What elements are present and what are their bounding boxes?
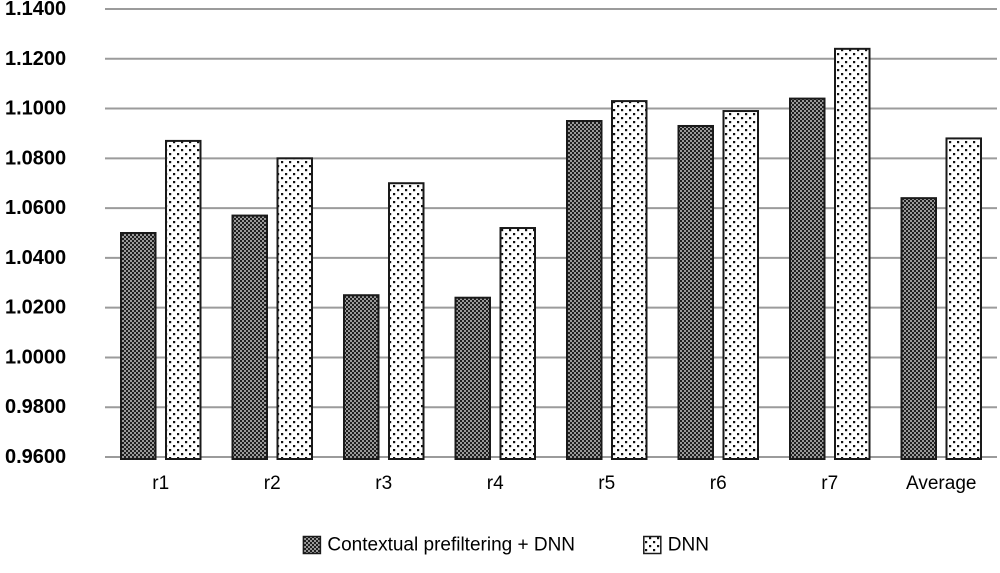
x-axis-category-label: r2 xyxy=(264,473,281,494)
x-axis-category-label: r3 xyxy=(375,473,392,494)
bar-dnn-r6 xyxy=(722,110,759,461)
bar-dnn-r1 xyxy=(165,139,202,461)
x-axis-category-label: r5 xyxy=(598,473,615,494)
bar-dnn-average xyxy=(945,137,982,461)
y-axis-tick-label: 1.0400 xyxy=(5,247,66,269)
bar-dnn-r3 xyxy=(388,182,425,460)
legend-swatch-dnn xyxy=(643,535,662,555)
bar-contextual-prefiltering-dnn-r7 xyxy=(789,97,826,460)
y-axis-tick-label: 1.1200 xyxy=(5,48,66,70)
bar-contextual-prefiltering-dnn-r3 xyxy=(343,294,380,460)
y-axis-tick-label: 1.1400 xyxy=(5,0,66,20)
bar-contextual-prefiltering-dnn-r1 xyxy=(120,232,157,460)
y-axis-tick-label: 1.0600 xyxy=(5,197,66,219)
y-axis-tick-label: 0.9600 xyxy=(5,446,66,468)
x-axis-category-label: Average xyxy=(906,473,976,494)
bar-contextual-prefiltering-dnn-r2 xyxy=(231,214,268,460)
y-axis-tick-label: 1.1000 xyxy=(5,98,66,120)
x-axis-category-label: r6 xyxy=(710,473,727,494)
legend-label: Contextual prefiltering + DNN xyxy=(327,535,575,556)
y-axis-tick-label: 1.0200 xyxy=(5,297,66,319)
bar-contextual-prefiltering-dnn-average xyxy=(900,197,937,460)
bar-dnn-r7 xyxy=(834,47,871,460)
x-axis-category-label: r7 xyxy=(821,473,838,494)
bar-contextual-prefiltering-dnn-r6 xyxy=(677,124,714,460)
y-axis-tick-label: 1.0800 xyxy=(5,147,66,169)
y-axis-tick-label: 1.0000 xyxy=(5,346,66,368)
bar-dnn-r2 xyxy=(276,157,313,460)
x-axis-category-label: r4 xyxy=(487,473,504,494)
legend-swatch-contextual-prefiltering-dnn xyxy=(302,535,322,555)
y-axis-tick-label: 0.9800 xyxy=(5,396,66,418)
x-axis-category-label: r1 xyxy=(152,473,169,494)
bar-contextual-prefiltering-dnn-r5 xyxy=(566,120,603,460)
bar-dnn-r5 xyxy=(611,100,648,460)
bar-contextual-prefiltering-dnn-r4 xyxy=(454,296,491,461)
legend-label: DNN xyxy=(668,535,709,556)
bar-dnn-r4 xyxy=(499,227,536,460)
